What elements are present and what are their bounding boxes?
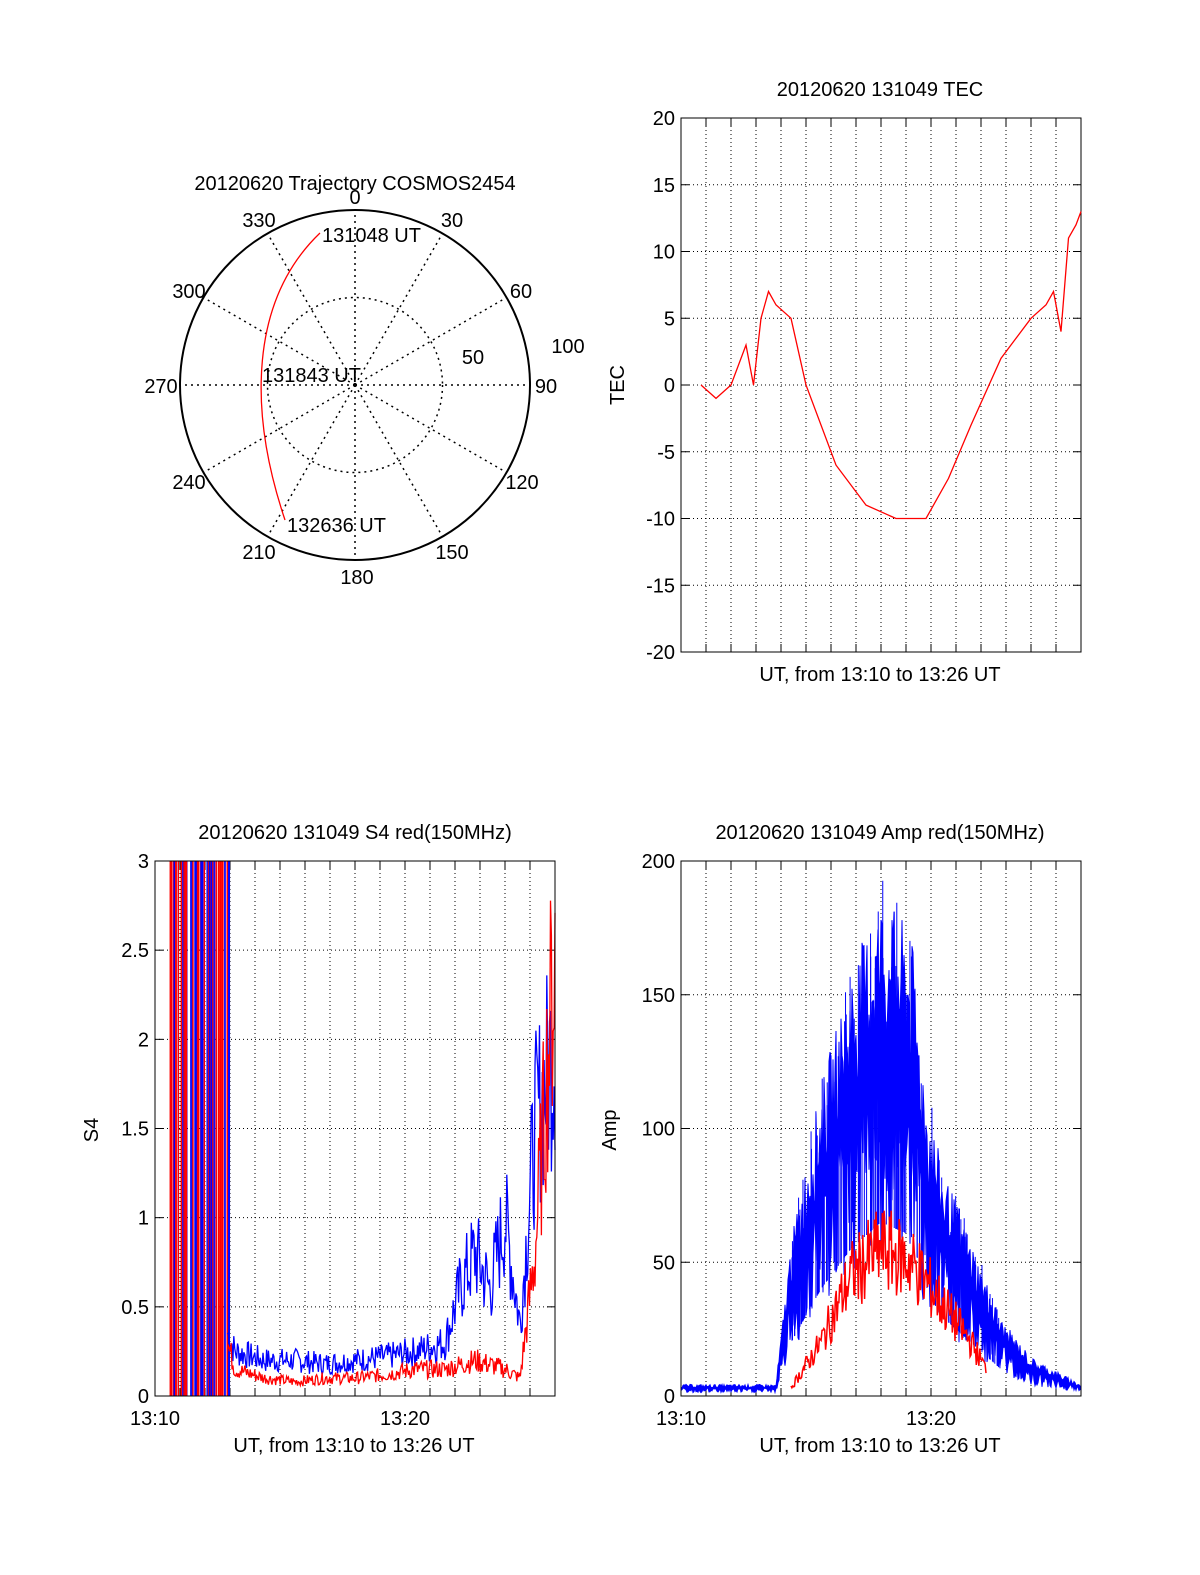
trajectory-panel: 20120620 Trajectory COSMOS2454 0 30 60 9… bbox=[144, 173, 584, 589]
polar-spoke bbox=[354, 296, 507, 386]
tec-ytick-label: -15 bbox=[646, 575, 675, 597]
radius-label-100: 100 bbox=[551, 336, 584, 358]
azimuth-label-60: 60 bbox=[510, 281, 532, 303]
s4-ytick-label: 1.5 bbox=[121, 1119, 149, 1141]
polar-spoke bbox=[203, 384, 356, 474]
amp-series-red bbox=[790, 1210, 987, 1390]
tec-title: 20120620 131049 TEC bbox=[777, 79, 983, 101]
azimuth-label-270: 270 bbox=[144, 376, 177, 398]
azimuth-label-0: 0 bbox=[349, 187, 360, 209]
tec-ytick-label: -20 bbox=[646, 642, 675, 664]
tec-ylabel: TEC bbox=[607, 365, 629, 405]
tec-series-red bbox=[700, 211, 1082, 520]
azimuth-label-210: 210 bbox=[242, 542, 275, 564]
s4-xlabel: UT, from 13:10 to 13:26 UT bbox=[233, 1435, 474, 1457]
tec-ytick-label: 15 bbox=[653, 175, 675, 197]
polar-spoke bbox=[266, 384, 356, 537]
tec-ytick-label: -10 bbox=[646, 509, 675, 531]
amp-panel: 20120620 131049 Amp red(150MHz) 200 150 10… bbox=[599, 822, 1082, 1457]
amp-xtick-1310: 13:10 bbox=[656, 1408, 706, 1430]
tec-ytick-label: 20 bbox=[653, 108, 675, 130]
amp-series-blue-spikes bbox=[791, 880, 1001, 1369]
amp-xlabel: UT, from 13:10 to 13:26 UT bbox=[759, 1435, 1000, 1457]
s4-series-blue bbox=[227, 975, 556, 1376]
s4-ytick-label: 0 bbox=[138, 1386, 149, 1408]
polar-spoke bbox=[354, 233, 444, 386]
amp-ytick-label: 0 bbox=[664, 1386, 675, 1408]
s4-series-spikes bbox=[169, 861, 231, 1396]
s4-ytick-label: 2.5 bbox=[121, 940, 149, 962]
tec-panel: 20120620 131049 TEC 20151050-5-10-15-20 … bbox=[607, 79, 1082, 686]
s4-xtick-1320: 13:20 bbox=[380, 1408, 430, 1430]
amp-ytick-label: 50 bbox=[653, 1252, 675, 1274]
azimuth-label-30: 30 bbox=[441, 210, 463, 232]
time-label-end: 132636 UT bbox=[287, 515, 386, 537]
azimuth-label-300: 300 bbox=[172, 281, 205, 303]
amp-ytick-label: 150 bbox=[642, 985, 675, 1007]
trajectory-path bbox=[260, 232, 321, 521]
s4-plot-frame bbox=[154, 860, 556, 1397]
polar-spoke bbox=[354, 384, 444, 537]
amp-ytick-label: 200 bbox=[642, 851, 675, 873]
amp-ytick-label: 100 bbox=[642, 1119, 675, 1141]
s4-grid bbox=[154, 860, 556, 1397]
amp-xtick-1320: 13:20 bbox=[906, 1408, 956, 1430]
tec-ytick-label: 5 bbox=[664, 308, 675, 330]
amp-plot-frame bbox=[680, 860, 1082, 1397]
time-label-mid: 131843 UT bbox=[262, 365, 361, 387]
amp-ylabel: Amp bbox=[599, 1109, 621, 1150]
s4-ytick-label: 0.5 bbox=[121, 1297, 149, 1319]
tec-ytick-label: 0 bbox=[664, 375, 675, 397]
s4-ytick-label: 1 bbox=[138, 1208, 149, 1230]
polar-ring-50 bbox=[266, 296, 444, 474]
azimuth-label-180: 180 bbox=[340, 567, 373, 589]
amp-title: 20120620 131049 Amp red(150MHz) bbox=[715, 822, 1044, 844]
s4-ytick-label: 2 bbox=[138, 1029, 149, 1051]
polar-outer-circle bbox=[179, 209, 531, 561]
azimuth-label-90: 90 bbox=[535, 376, 557, 398]
azimuth-label-240: 240 bbox=[172, 472, 205, 494]
azimuth-label-330: 330 bbox=[242, 210, 275, 232]
trajectory-title: 20120620 Trajectory COSMOS2454 bbox=[194, 173, 515, 195]
radius-label-50: 50 bbox=[462, 347, 484, 369]
polar-spoke bbox=[203, 296, 356, 386]
s4-xtick-1310: 13:10 bbox=[130, 1408, 180, 1430]
tec-plot-frame bbox=[680, 117, 1082, 653]
azimuth-label-120: 120 bbox=[505, 472, 538, 494]
tec-ytick-label: 10 bbox=[653, 242, 675, 264]
s4-ytick-labels: 3 2.5 2 1.5 1 0.5 0 bbox=[121, 851, 149, 1408]
tec-grid bbox=[680, 117, 1082, 653]
polar-spoke bbox=[266, 233, 356, 386]
amp-series-blue-envelope bbox=[680, 911, 1082, 1395]
s4-ylabel: S4 bbox=[81, 1118, 103, 1142]
s4-title: 20120620 131049 S4 red(150MHz) bbox=[198, 822, 512, 844]
tec-ytick-labels: 20 15 10 5 0 -5 -10 -15 -20 bbox=[646, 108, 675, 664]
azimuth-label-150: 150 bbox=[435, 542, 468, 564]
s4-ytick-label: 3 bbox=[138, 851, 149, 873]
polar-spoke bbox=[354, 384, 507, 474]
amp-ytick-labels: 200 150 100 50 0 bbox=[642, 851, 675, 1408]
azimuth-labels: 0 30 60 90 120 150 180 210 240 270 300 3… bbox=[144, 187, 557, 589]
s4-series-red bbox=[226, 900, 556, 1388]
time-label-start: 131048 UT bbox=[322, 225, 421, 247]
tec-ytick-label: -5 bbox=[657, 442, 675, 464]
s4-panel: 20120620 131049 S4 red(150MHz) 3 2.5 2 1.5 1… bbox=[81, 822, 556, 1457]
tec-xlabel: UT, from 13:10 to 13:26 UT bbox=[759, 664, 1000, 686]
